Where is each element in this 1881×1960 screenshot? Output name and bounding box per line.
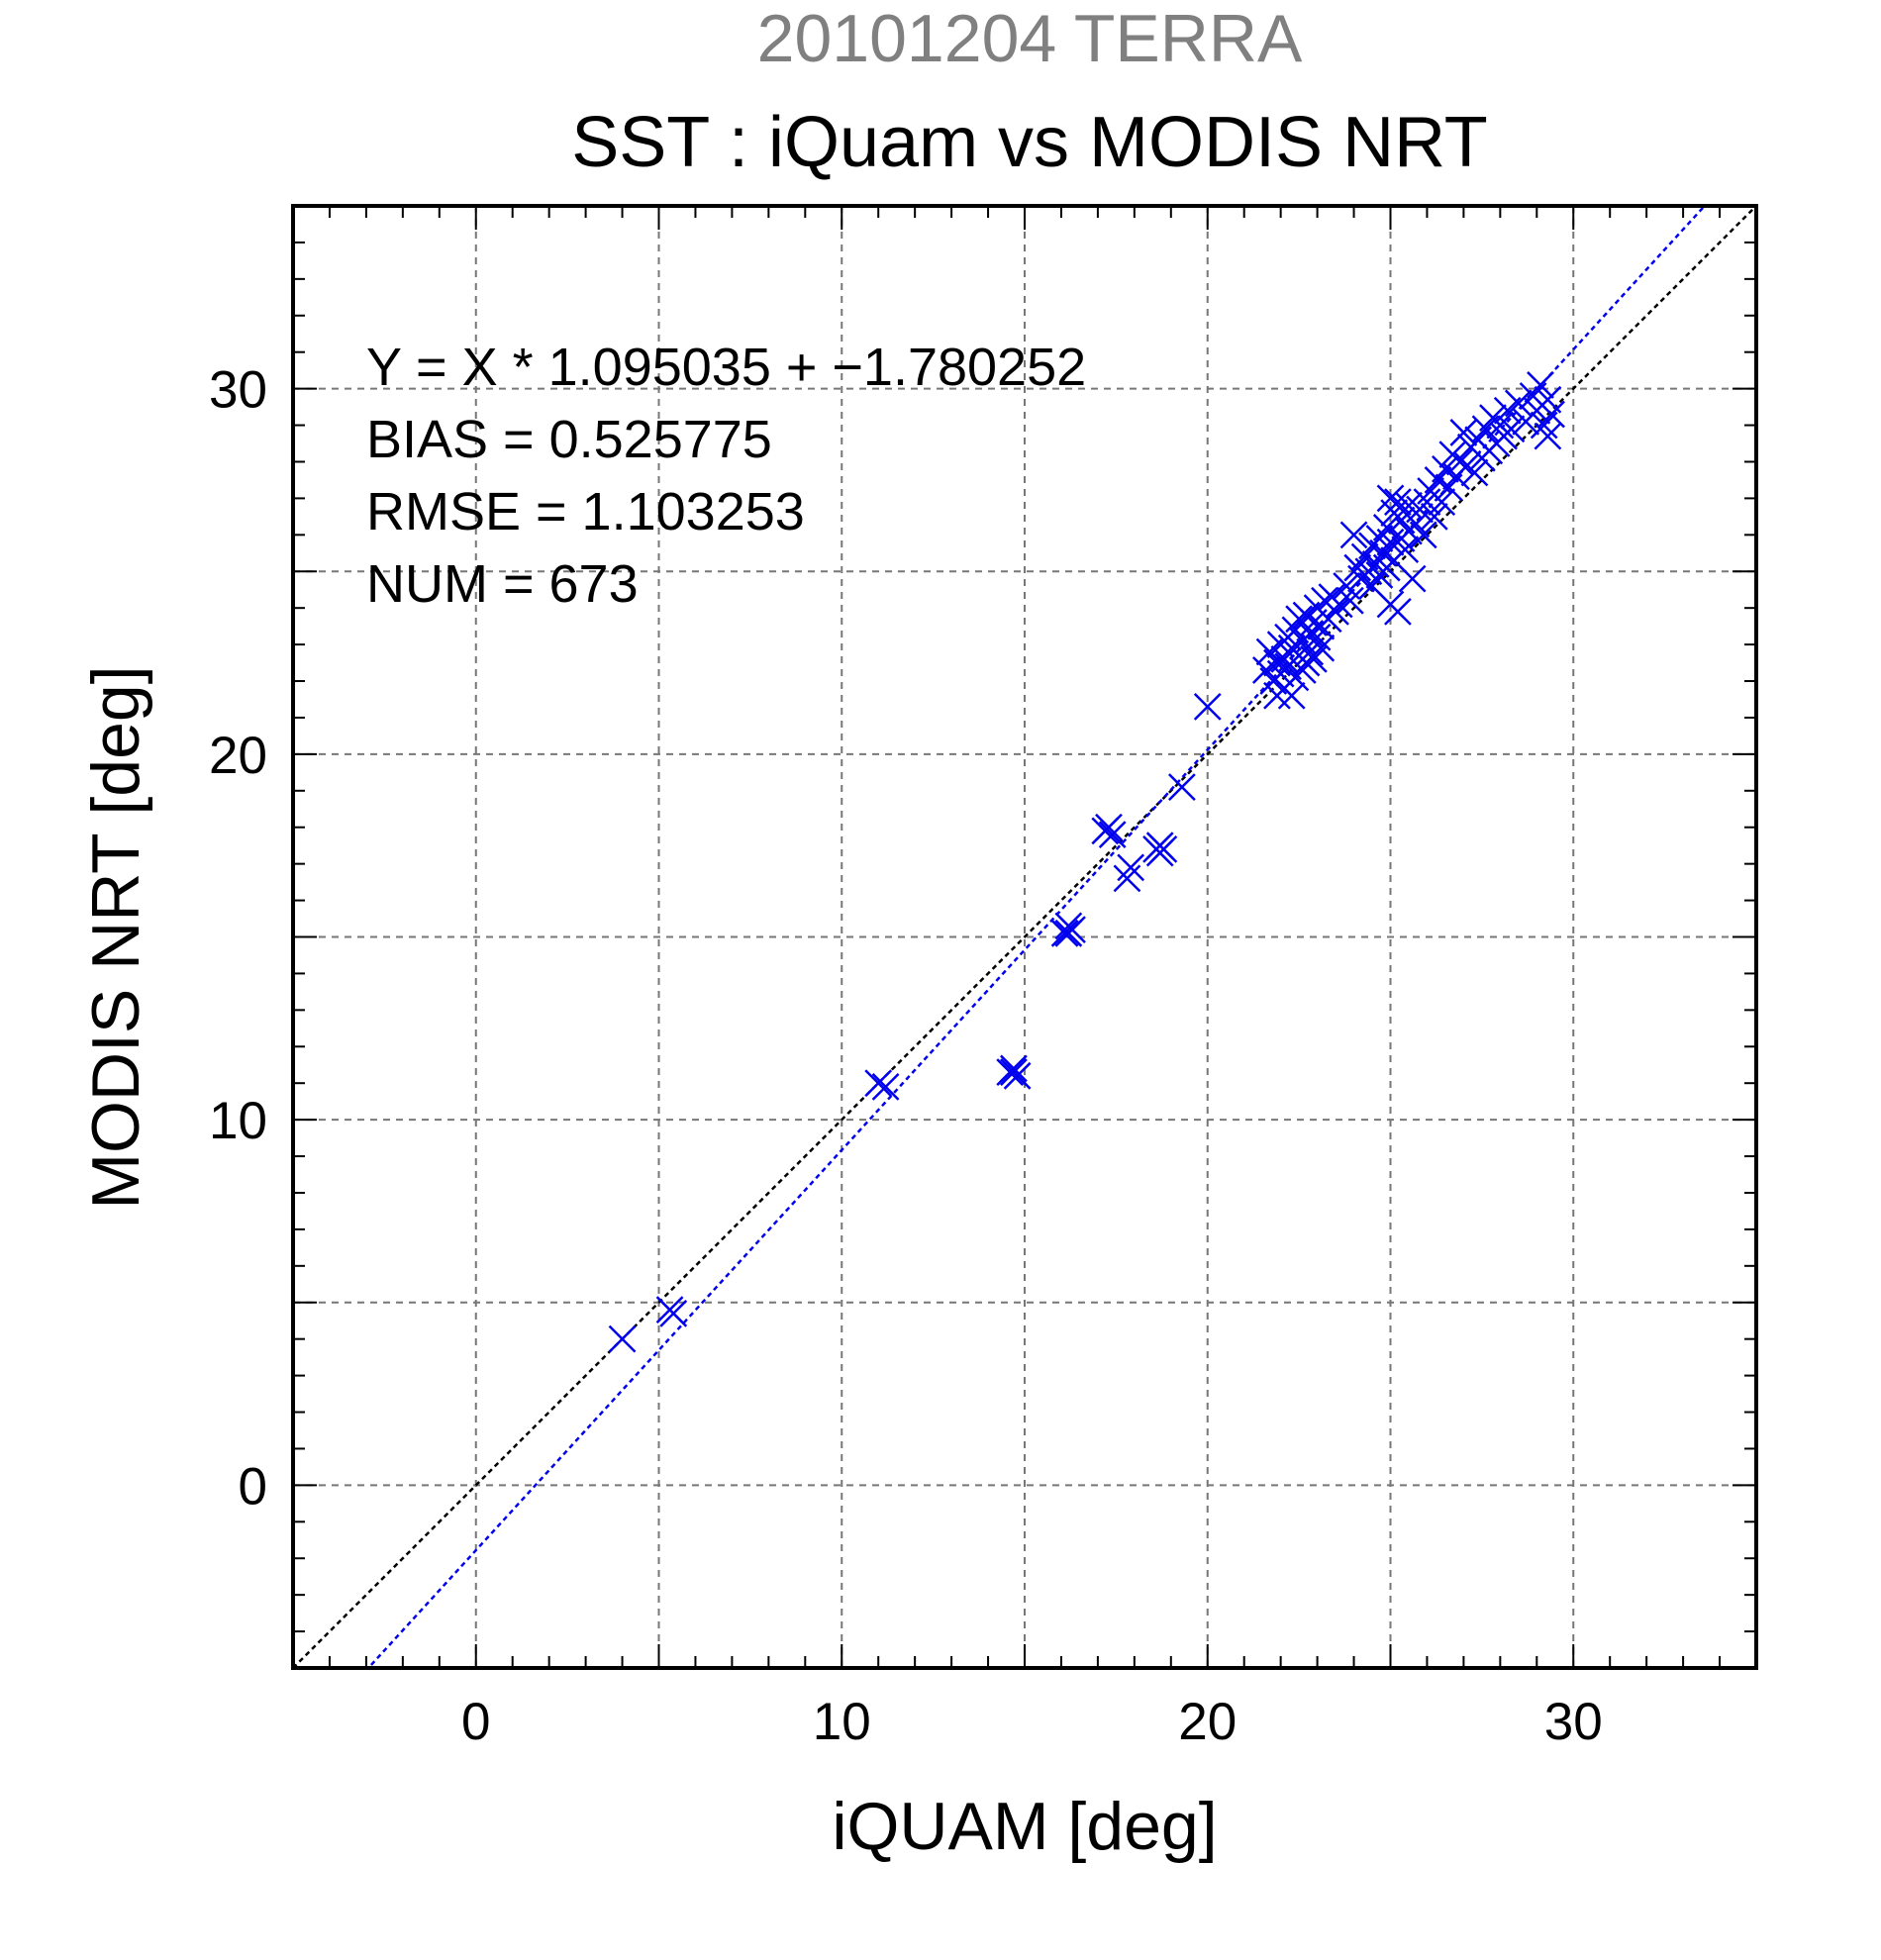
chart-title: SST : iQuam vs MODIS NRT	[571, 103, 1488, 182]
chart-date-label: 20101204 TERRA	[757, 1, 1303, 76]
data-point	[1376, 528, 1405, 556]
data-point	[1322, 597, 1349, 626]
data-point	[1537, 400, 1565, 429]
data-point	[1391, 536, 1420, 563]
data-point	[1395, 491, 1423, 520]
data-point	[1113, 864, 1141, 893]
y-tick-label: 20	[209, 727, 267, 785]
data-point	[1325, 590, 1353, 619]
data-point	[1384, 488, 1412, 516]
x-tick-label: 30	[1544, 1693, 1603, 1751]
y-tick-label: 10	[209, 1092, 267, 1150]
stats-num: NUM = 673	[366, 554, 639, 614]
data-point	[1504, 389, 1533, 418]
identity-line	[293, 206, 1756, 1668]
data-point	[1303, 623, 1332, 651]
data-point	[1277, 681, 1306, 710]
stats-bias: BIAS = 0.525775	[366, 410, 772, 469]
data-point	[1168, 773, 1196, 801]
y-axis-title: MODIS NRT [deg]	[78, 665, 153, 1209]
data-point	[1420, 502, 1448, 531]
x-tick-label: 0	[461, 1693, 490, 1751]
y-tick-label: 0	[239, 1457, 267, 1516]
data-point	[1460, 458, 1489, 487]
data-point	[1497, 415, 1526, 443]
data-point	[608, 1324, 637, 1353]
data-point	[1000, 1058, 1028, 1087]
data-point	[1307, 634, 1336, 662]
x-axis-title: iQUAM [deg]	[832, 1789, 1217, 1864]
data-point	[1398, 564, 1427, 593]
data-point	[1339, 521, 1368, 549]
data-point	[1095, 813, 1123, 841]
data-point	[659, 1299, 688, 1327]
y-tick-label: 30	[209, 361, 267, 420]
data-point	[1054, 919, 1083, 947]
data-point	[864, 1069, 893, 1098]
data-point	[1409, 521, 1437, 549]
data-point	[1336, 586, 1364, 615]
data-point	[1145, 838, 1174, 867]
data-point	[1117, 853, 1145, 882]
data-point	[871, 1073, 900, 1101]
data-point	[1050, 919, 1079, 947]
data-point	[1000, 1054, 1028, 1083]
data-point	[1098, 821, 1127, 848]
stats-rmse: RMSE = 1.103253	[366, 482, 805, 541]
data-point	[1486, 411, 1515, 440]
data-point	[1413, 488, 1441, 516]
x-tick-label: 20	[1178, 1693, 1237, 1751]
x-tick-label: 10	[813, 1693, 871, 1751]
data-point	[1428, 488, 1456, 516]
plot-frame	[291, 204, 1758, 1670]
reference-lines	[293, 206, 1756, 1668]
data-point	[1296, 637, 1325, 666]
data-point	[1527, 371, 1554, 399]
tick-labels: 0 10 20 30 0 10 20 30	[209, 361, 1603, 1751]
data-point	[1384, 597, 1412, 626]
data-points	[608, 371, 1565, 1353]
stats-equation: Y = X * 1.095035 + −1.780252	[366, 338, 1086, 397]
data-point	[1193, 692, 1222, 721]
